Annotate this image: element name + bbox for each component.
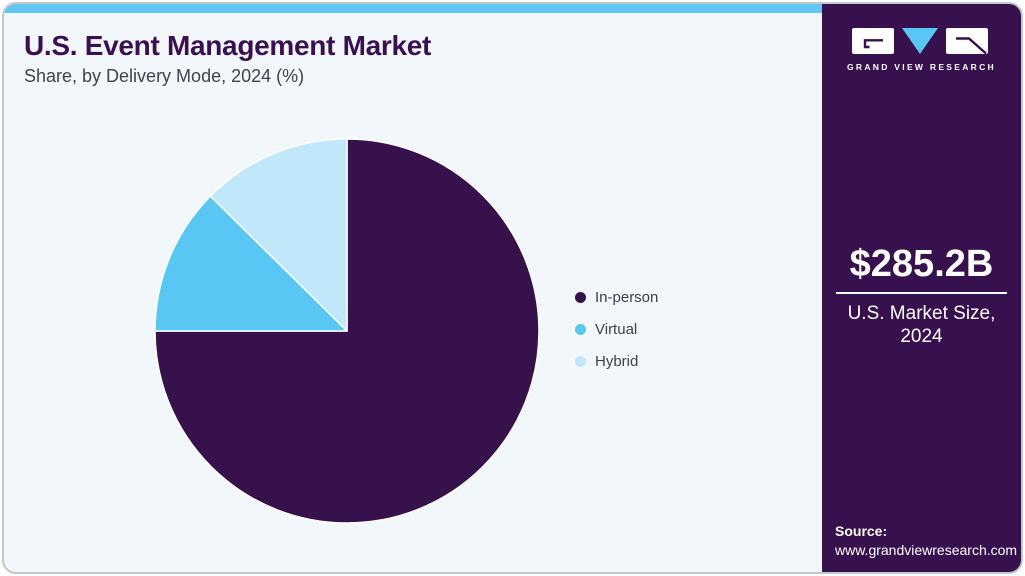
market-size-divider [836,291,1007,294]
brand-sidebar: GRAND VIEW RESEARCH $285.2B U.S. Market … [822,4,1021,572]
top-accent-bar [4,4,822,13]
gvr-logo [822,28,1021,61]
market-size-label: U.S. Market Size, 2024 [835,302,1008,348]
legend-label: Virtual [595,321,638,338]
legend-label: Hybrid [595,353,639,370]
legend-dot-hybrid [575,356,586,367]
legend-item-hybrid: Hybrid [575,351,658,372]
legend-item-virtual: Virtual [575,319,658,340]
market-size-label-line2: 2024 [900,325,943,347]
pie-slice-in-person [154,138,540,524]
market-size-block: $285.2B U.S. Market Size, 2024 [835,243,1008,348]
page-subtitle: Share, by Delivery Mode, 2024 (%) [24,66,305,86]
market-size-value: $285.2B [849,243,994,285]
source-url: www.grandviewresearch.com [835,542,1018,558]
gvr-logo-icon [851,28,988,55]
brand-name: GRAND VIEW RESEARCH [846,62,996,72]
pie-slice-virtual [154,195,348,332]
source-block: Source: www.grandviewresearch.com [835,523,1018,558]
page-title: U.S. Event Management Market [24,30,432,61]
legend-item-in-person: In-person [575,287,658,308]
source-label: Source: [835,523,888,539]
legend-dot-virtual [575,324,586,335]
chart-legend: In-person Virtual Hybrid [575,287,658,383]
pie-slice-hybrid [209,138,348,332]
legend-dot-in-person [575,292,586,303]
legend-label: In-person [595,289,659,306]
market-size-label-line1: U.S. Market Size, [847,302,996,324]
pie-chart [154,138,540,524]
